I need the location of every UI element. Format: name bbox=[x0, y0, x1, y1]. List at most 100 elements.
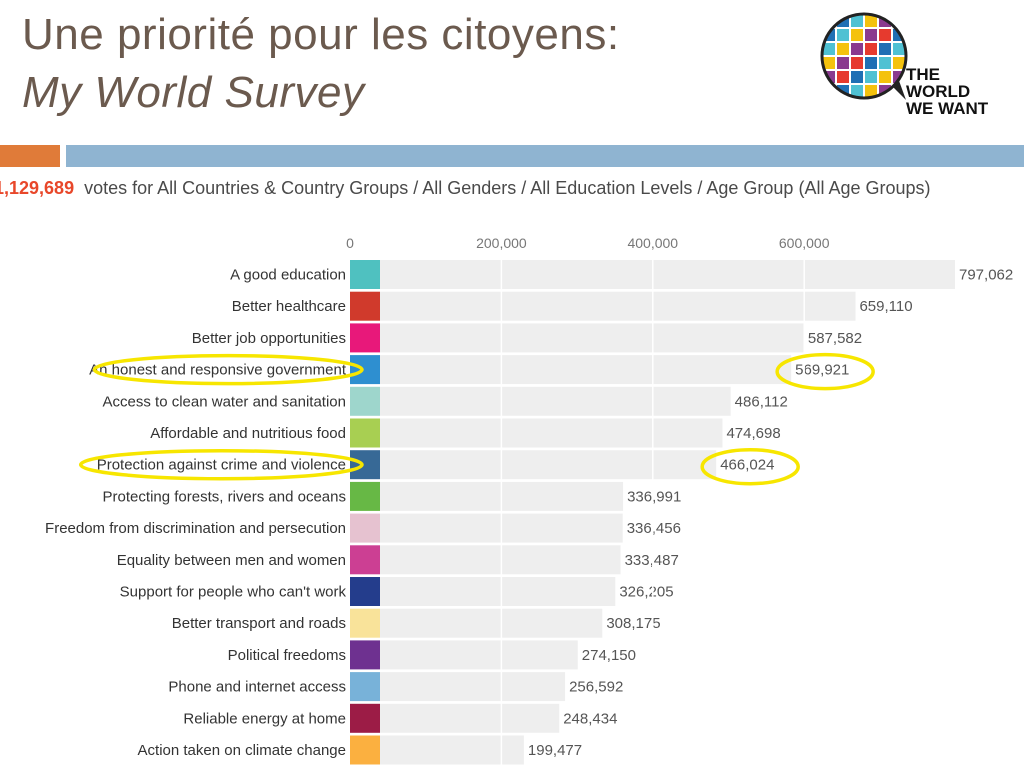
bar bbox=[380, 640, 578, 670]
category-label: Phone and internet access bbox=[168, 679, 346, 696]
value-label: 256,592 bbox=[569, 679, 623, 696]
decorative-orange-bar bbox=[0, 145, 60, 167]
bar bbox=[380, 386, 731, 416]
decorative-blue-bar bbox=[66, 145, 1024, 167]
logo-line-1: THE bbox=[906, 65, 940, 84]
value-label: 466,024 bbox=[720, 457, 774, 474]
value-label: 333,487 bbox=[625, 552, 679, 569]
category-label: Support for people who can't work bbox=[120, 584, 347, 601]
globe-tile bbox=[893, 57, 905, 69]
globe-tile bbox=[893, 43, 905, 55]
category-swatch bbox=[350, 577, 380, 606]
category-swatch bbox=[350, 355, 380, 385]
value-label: 336,456 bbox=[627, 520, 681, 537]
category-label: Reliable energy at home bbox=[183, 710, 346, 727]
category-label: Action taken on climate change bbox=[138, 742, 346, 759]
the-world-we-want-logo: THE WORLD WE WANT bbox=[820, 12, 989, 118]
value-label: 199,477 bbox=[528, 742, 582, 759]
globe-tile bbox=[865, 57, 877, 69]
category-swatch bbox=[350, 418, 380, 448]
globe-tile bbox=[851, 71, 863, 83]
category-label: Affordable and nutritious food bbox=[150, 425, 346, 442]
category-swatch bbox=[350, 323, 380, 353]
category-swatch bbox=[350, 386, 380, 416]
x-tick-label: 400,000 bbox=[627, 235, 678, 251]
category-swatch bbox=[350, 513, 380, 543]
bar bbox=[380, 608, 603, 638]
value-label: 797,062 bbox=[959, 267, 1013, 284]
globe-tile bbox=[823, 43, 835, 55]
category-label: Better transport and roads bbox=[172, 615, 346, 632]
globe-tile bbox=[879, 43, 891, 55]
category-swatch bbox=[350, 608, 380, 638]
category-label: Equality between men and women bbox=[117, 552, 346, 569]
category-swatch bbox=[350, 672, 380, 702]
value-label: 326,205 bbox=[619, 584, 673, 601]
value-label: 308,175 bbox=[606, 615, 660, 632]
category-swatch bbox=[350, 450, 380, 480]
logo-line-2: WORLD bbox=[906, 82, 970, 101]
highlight-label-oval bbox=[92, 353, 364, 386]
value-label: 587,582 bbox=[808, 330, 862, 347]
globe-tile bbox=[837, 57, 849, 69]
category-label: Protecting forests, rivers and oceans bbox=[103, 488, 346, 505]
category-swatch bbox=[350, 735, 380, 765]
globe-tile bbox=[865, 85, 877, 97]
slide-title: Une priorité pour les citoyens: My World… bbox=[22, 6, 802, 122]
globe-tile bbox=[851, 85, 863, 97]
vote-summary: 1,129,689 votes for All Countries & Count… bbox=[0, 178, 1024, 199]
globe-tile bbox=[865, 29, 877, 41]
bar bbox=[380, 323, 804, 353]
bar bbox=[380, 545, 621, 575]
value-label: 486,112 bbox=[735, 393, 788, 410]
value-label: 569,921 bbox=[795, 362, 849, 379]
slide-title-line1: Une priorité pour les citoyens: bbox=[22, 10, 620, 59]
x-tick-label: 200,000 bbox=[476, 235, 527, 251]
category-label: Better healthcare bbox=[232, 298, 346, 315]
category-label: A good education bbox=[230, 267, 346, 284]
x-tick-label: 0 bbox=[346, 235, 354, 251]
highlight-value-oval bbox=[700, 447, 800, 486]
logo-line-3: WE WANT bbox=[906, 99, 989, 118]
bar bbox=[380, 260, 955, 289]
category-label: Freedom from discrimination and persecut… bbox=[45, 520, 346, 537]
globe-tile bbox=[823, 57, 835, 69]
category-label: An honest and responsive government bbox=[89, 362, 347, 379]
category-swatch bbox=[350, 481, 380, 511]
category-swatch bbox=[350, 545, 380, 575]
globe-tile bbox=[851, 43, 863, 55]
bar bbox=[380, 577, 616, 606]
category-swatch bbox=[350, 260, 380, 289]
globe-tile bbox=[837, 43, 849, 55]
globe-tile bbox=[893, 15, 905, 27]
globe-tile bbox=[879, 57, 891, 69]
value-label: 474,698 bbox=[726, 425, 780, 442]
globe-tile bbox=[879, 71, 891, 83]
category-swatch bbox=[350, 703, 380, 733]
value-label: 659,110 bbox=[859, 298, 912, 315]
category-label: Access to clean water and sanitation bbox=[103, 393, 346, 410]
bar bbox=[380, 703, 560, 733]
globe-mosaic-icon bbox=[820, 12, 908, 100]
highlight-label-oval bbox=[78, 448, 364, 481]
x-tick-label: 600,000 bbox=[779, 235, 830, 251]
vote-count: 1,129,689 bbox=[0, 178, 75, 198]
bar bbox=[380, 291, 856, 321]
globe-tile bbox=[851, 57, 863, 69]
globe-tile bbox=[865, 71, 877, 83]
value-label: 336,991 bbox=[627, 488, 681, 505]
vote-summary-text: votes for All Countries & Country Groups… bbox=[84, 178, 931, 198]
value-label: 274,150 bbox=[582, 647, 636, 664]
category-label: Protection against crime and violence bbox=[97, 457, 346, 474]
slide-subtitle: My World Survey bbox=[22, 68, 365, 117]
globe-tile bbox=[879, 29, 891, 41]
bar bbox=[380, 418, 723, 448]
globe-tile bbox=[865, 43, 877, 55]
globe-tile bbox=[851, 29, 863, 41]
globe-tile bbox=[837, 71, 849, 83]
category-label: Better job opportunities bbox=[192, 330, 346, 347]
bar bbox=[380, 355, 792, 385]
bar bbox=[380, 672, 566, 702]
bar bbox=[380, 450, 717, 480]
globe-tile bbox=[851, 15, 863, 27]
